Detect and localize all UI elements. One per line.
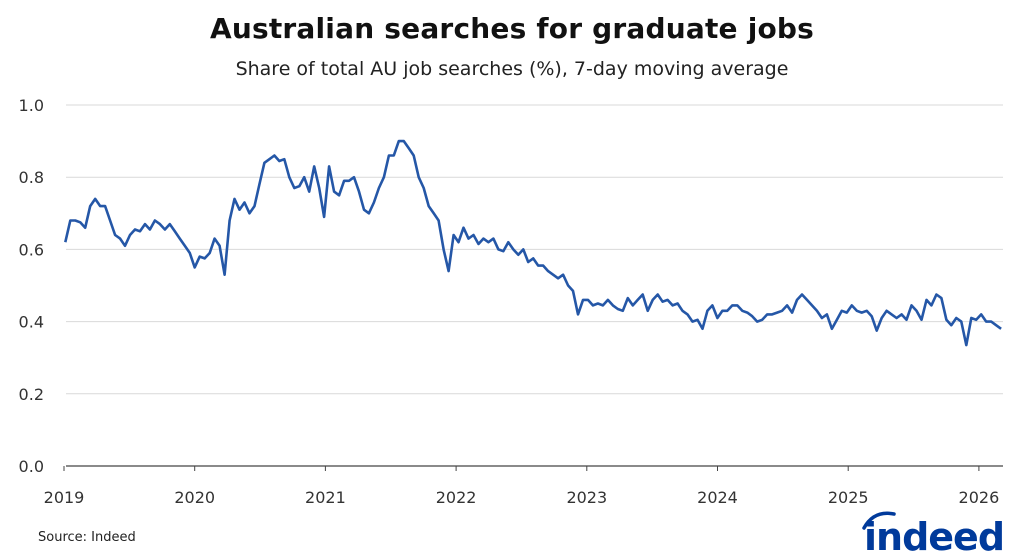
- x-tick-label: 2021: [305, 488, 346, 507]
- logo-wordmark: indeed: [864, 515, 1004, 556]
- y-tick-label: 1.0: [19, 96, 44, 115]
- source-note: Source: Indeed: [38, 530, 136, 545]
- y-tick-label: 0.0: [19, 457, 44, 476]
- x-tick-label: 2025: [828, 488, 869, 507]
- x-tick-label: 2020: [174, 488, 215, 507]
- chart-title: Australian searches for graduate jobs: [209, 12, 815, 45]
- x-tick-label: 2022: [436, 488, 477, 507]
- y-tick-label: 0.2: [19, 385, 44, 404]
- y-tick-label: 0.8: [19, 168, 44, 187]
- line-chart: 0.0 0.2 0.4 0.6 0.8 1.0 2019 2020 2021 2022 2023 2…: [19, 96, 1003, 507]
- y-tick-label: 0.4: [19, 313, 44, 332]
- x-tick-label: 2024: [697, 488, 738, 507]
- indeed-logo: indeed: [862, 511, 1005, 556]
- y-tick-label: 0.6: [19, 240, 44, 259]
- logo-arc: [862, 511, 896, 530]
- x-tick-label: 2023: [566, 488, 607, 507]
- series-line: [64, 139, 1002, 347]
- chart-subtitle: Share of total AU job searches (%), 7-da…: [235, 58, 789, 80]
- x-tick-label: 2019: [44, 488, 85, 507]
- x-tick-label: 2026: [959, 488, 1000, 507]
